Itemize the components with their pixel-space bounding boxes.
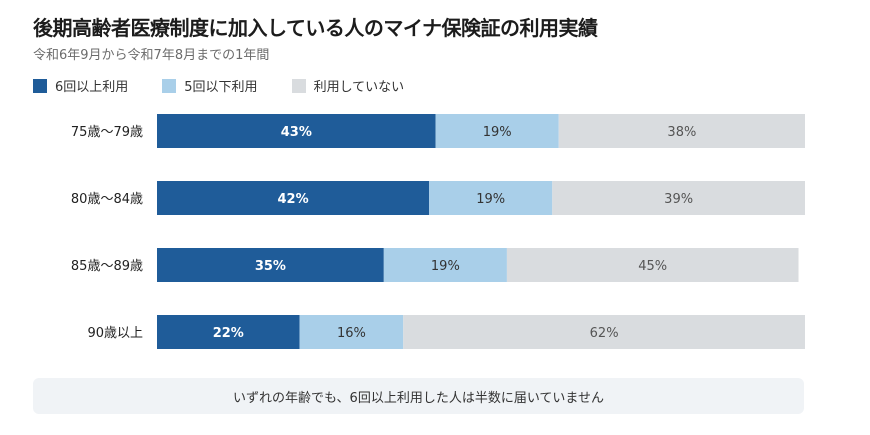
data-label: 19% [431, 259, 460, 274]
chart-title: 後期高齢者医療制度に加入している人のマイナ保険証の利用実績 [33, 16, 598, 40]
bar-segment [157, 315, 300, 349]
data-label: 19% [483, 125, 512, 140]
data-label: 39% [664, 192, 693, 207]
bar-segment [429, 181, 553, 215]
bar-segment [157, 248, 384, 282]
data-label: 38% [667, 125, 696, 140]
legend-swatch-none [291, 78, 306, 93]
data-label: 43% [281, 125, 312, 140]
category-label: 75歳〜79歳 [71, 125, 143, 140]
bar-segment [435, 114, 559, 148]
category-label: 80歳〜84歳 [71, 192, 143, 207]
data-label: 62% [590, 326, 619, 341]
data-label: 35% [255, 259, 286, 274]
bar-segment [157, 114, 436, 148]
bar-segment [403, 315, 805, 349]
legend-swatch-6plus [33, 78, 47, 93]
bar-segment [558, 114, 805, 148]
legend-item-5less: 5回以下利用 [162, 76, 258, 95]
bar-segment [383, 248, 507, 282]
data-label: 42% [278, 192, 309, 207]
legend-label-none: 利用していない [313, 80, 405, 95]
bar-segment [157, 181, 430, 215]
legend-item-none: 利用していない [291, 76, 405, 95]
data-label: 22% [213, 326, 244, 341]
legend: 6回以上利用 5回以下利用 利用していない [33, 76, 438, 95]
stacked-bar-chart: 75歳〜79歳 43% 19% 38% 80歳〜84歳 42% 19% 39% 85歳〜89歳 3… [71, 114, 805, 349]
bar-segment [552, 181, 805, 215]
legend-label-5less: 5回以下利用 [184, 80, 258, 95]
data-label: 45% [638, 259, 667, 274]
bar-segment [506, 248, 799, 282]
category-label: 85歳〜89歳 [71, 259, 143, 274]
chart-subtitle: 令和6年9月から令和7年8月までの1年間 [33, 48, 270, 63]
footer-note: いずれの年齢でも、6回以上利用した人は半数に届いていません [33, 378, 804, 414]
data-label: 16% [337, 326, 366, 341]
data-label: 19% [476, 192, 505, 207]
legend-swatch-5less [162, 78, 177, 93]
legend-label-6plus: 6回以上利用 [55, 80, 129, 95]
category-label: 90歳以上 [87, 326, 143, 341]
bar-segment [299, 315, 404, 349]
legend-item-6plus: 6回以上利用 [33, 76, 128, 95]
